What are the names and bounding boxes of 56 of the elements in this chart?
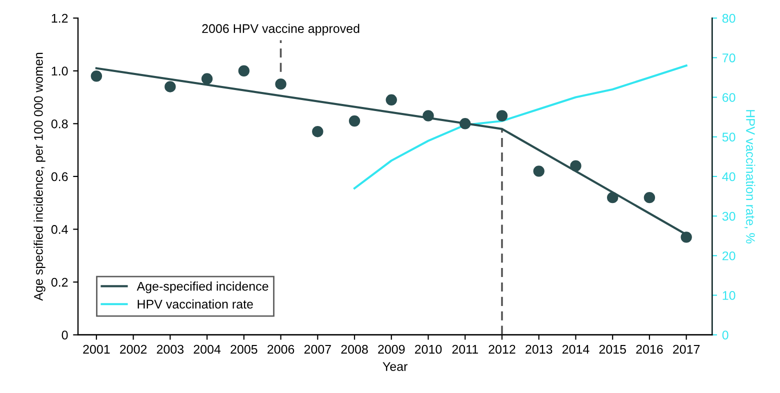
y-tick-label: 0.8 (51, 119, 68, 128)
point (606, 192, 618, 204)
x-tick-label: 2015 (599, 344, 626, 354)
y2-tick-label: 50 (722, 132, 736, 142)
y-tick-label: 0.6 (51, 172, 68, 182)
point (570, 160, 582, 172)
point (312, 126, 324, 138)
y2-tick-label: 70 (722, 53, 736, 62)
point (460, 118, 471, 130)
point (201, 73, 213, 84)
x-tick-label: 2008 (341, 344, 368, 354)
x-tick-label: 2011 (452, 344, 478, 354)
y-tick-label: 0.4 (51, 225, 68, 234)
x-tick-label: 2016 (636, 344, 663, 354)
x-tick-label: 2007 (304, 344, 331, 354)
legend-label: HPV vaccination rate (138, 299, 253, 309)
point (275, 78, 286, 90)
y2-axis-title: HPV vaccination rate, % (744, 110, 756, 244)
point (90, 70, 102, 82)
y2-tick-label: 0 (722, 330, 728, 340)
point (644, 192, 656, 204)
y2-tick-label: 80 (722, 14, 736, 23)
x-axis-title: Year (382, 362, 408, 371)
x-tick-label: 2002 (120, 344, 147, 354)
x-tick-label: 2005 (230, 344, 258, 354)
x-tick-label: 2009 (378, 344, 405, 354)
point (164, 81, 176, 92)
y2-tick-label: 20 (722, 251, 736, 260)
y-tick-label: 1.2 (52, 14, 68, 23)
y2-tick-label: 10 (722, 291, 736, 300)
x-tick-label: 2004 (194, 344, 221, 354)
ref-line-label: 2006 HPV vaccine approved (202, 24, 360, 36)
y-tick-label: 0.2 (51, 278, 68, 287)
x-tick-label: 2012 (488, 344, 516, 354)
y2-tick-label: 30 (722, 212, 736, 221)
x-tick-label: 2006 (268, 344, 294, 354)
point (386, 94, 397, 106)
x-tick-label: 2013 (526, 344, 552, 354)
y-axis-title: Age specified incidence, per 100 000 women (34, 52, 46, 301)
point (496, 110, 508, 122)
point (238, 65, 250, 76)
x-tick-label: 2003 (156, 344, 184, 354)
x-tick-label: 2017 (673, 344, 700, 354)
line-series (353, 64, 688, 190)
x-tick-label: 2001 (83, 344, 110, 354)
point (533, 166, 544, 177)
x-tick-label: 2010 (414, 344, 442, 354)
point (680, 232, 692, 243)
x-tick-label: 2014 (562, 344, 590, 354)
y2-tick-label: 40 (722, 172, 736, 182)
y-tick-label: 1.0 (52, 66, 68, 76)
legend-label: Age-specified incidence (136, 282, 268, 294)
point (348, 115, 360, 127)
point (422, 110, 434, 122)
y2-tick-label: 60 (722, 93, 736, 102)
y-tick-label: 0 (62, 330, 68, 340)
